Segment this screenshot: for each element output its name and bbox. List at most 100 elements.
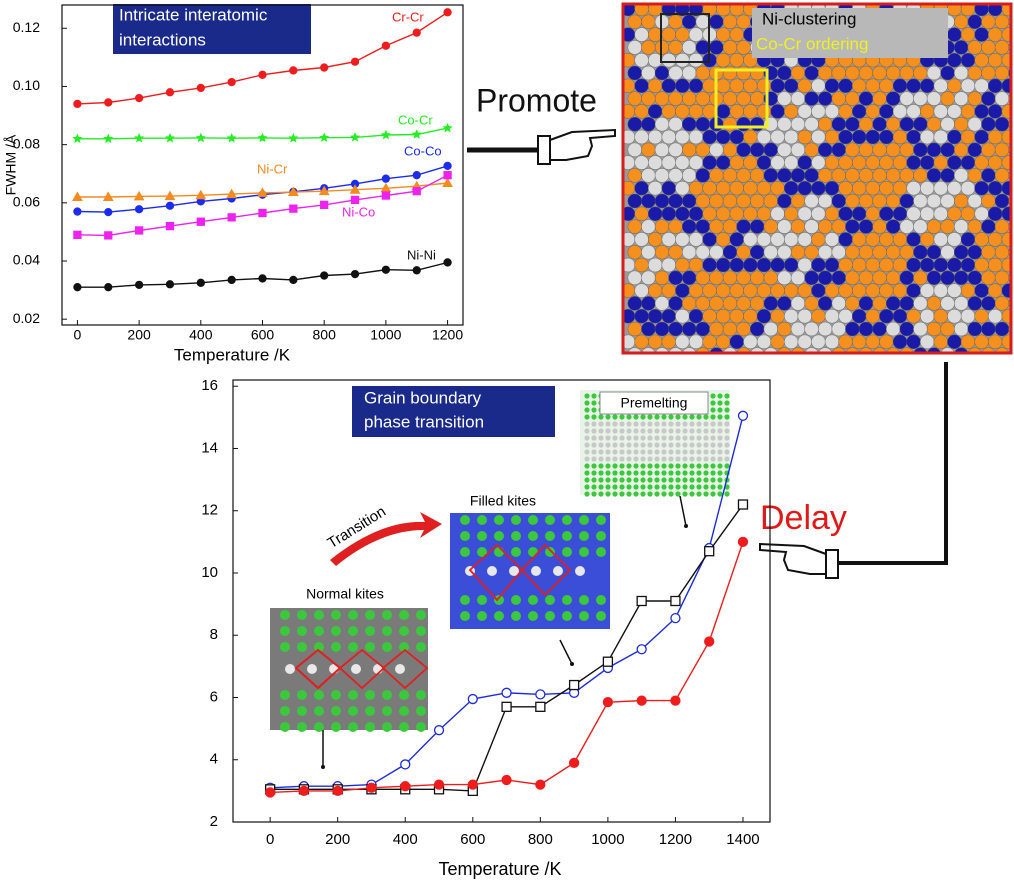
inset-atom <box>647 456 653 462</box>
inset-atom <box>682 449 688 455</box>
atom <box>920 283 935 298</box>
atom <box>661 232 676 247</box>
atom <box>675 78 690 94</box>
atom <box>695 219 710 234</box>
atom <box>716 232 731 247</box>
inset-atom <box>710 470 716 476</box>
atom <box>722 65 738 81</box>
atom <box>770 104 785 119</box>
atom <box>838 129 853 145</box>
inset-atom <box>331 690 341 700</box>
marker <box>636 595 647 607</box>
marker <box>443 8 452 17</box>
inset-atom <box>314 722 324 732</box>
marker <box>102 191 114 201</box>
atom <box>756 283 772 298</box>
inset-atom <box>584 491 590 497</box>
atom <box>756 180 772 196</box>
inset-atom <box>710 393 716 399</box>
atom <box>804 244 819 260</box>
inset-atom <box>598 435 604 441</box>
atom <box>668 65 683 81</box>
marker <box>165 221 175 231</box>
atom <box>981 321 996 337</box>
marker <box>467 693 478 705</box>
atom <box>886 168 901 183</box>
atom <box>865 309 880 324</box>
atom <box>899 270 914 285</box>
pointer-head <box>570 662 574 666</box>
annotation: interactions <box>119 30 206 49</box>
atom <box>872 296 887 311</box>
inset-atom <box>724 400 730 406</box>
marker <box>535 701 546 712</box>
inset-atom <box>647 470 653 476</box>
inset-atom <box>724 463 730 469</box>
atom <box>838 232 853 247</box>
x-tick-label: 200 <box>325 831 350 848</box>
inset-atom <box>584 393 590 399</box>
atom <box>906 129 921 145</box>
atom <box>913 91 928 106</box>
atom <box>729 155 744 170</box>
inset-atom <box>399 610 409 620</box>
atom <box>981 244 996 260</box>
atom <box>926 65 942 81</box>
atom <box>988 129 1003 145</box>
atom <box>879 257 894 273</box>
atom <box>994 244 1010 260</box>
atom <box>1001 257 1010 273</box>
atom <box>892 309 908 324</box>
atom <box>729 27 744 42</box>
inset-atom <box>579 547 589 557</box>
atom <box>722 142 738 158</box>
transition-arrow <box>330 512 442 566</box>
atom <box>926 91 942 106</box>
atom <box>906 78 921 94</box>
inset-label: Normal kites <box>306 586 384 602</box>
inset-atom <box>675 421 681 427</box>
atom <box>634 53 649 68</box>
atom <box>797 155 812 170</box>
atom <box>1001 232 1010 247</box>
inset-atom <box>633 477 639 483</box>
atom <box>634 206 649 222</box>
inset-atom <box>280 690 290 700</box>
atom <box>777 168 792 183</box>
atom <box>838 155 853 170</box>
inset-atom <box>416 690 426 700</box>
atom <box>675 206 690 222</box>
inset-atom <box>619 470 625 476</box>
inset-atom <box>633 449 639 455</box>
atom <box>954 65 969 81</box>
inset-atom <box>314 610 324 620</box>
atom <box>790 91 806 106</box>
inset-atom <box>675 435 681 441</box>
atom <box>933 309 948 324</box>
atom <box>818 65 833 81</box>
atom <box>797 180 812 196</box>
atom <box>886 65 901 81</box>
atom <box>682 193 697 209</box>
atom <box>981 296 996 311</box>
atom <box>988 257 1003 273</box>
atom <box>675 27 690 42</box>
atom <box>743 334 758 349</box>
atom <box>940 347 955 352</box>
atom <box>879 206 894 222</box>
atom <box>852 334 867 349</box>
atom <box>695 116 710 132</box>
atom <box>695 40 710 55</box>
inset-atom <box>717 470 723 476</box>
inset-atom <box>331 722 341 732</box>
inset-atom <box>668 477 674 483</box>
atom <box>709 142 724 158</box>
atom <box>804 219 819 234</box>
inset-atom <box>584 463 590 469</box>
atom <box>641 116 656 132</box>
inset-atom <box>399 642 409 652</box>
atom <box>784 78 799 94</box>
inset-atom <box>605 442 611 448</box>
atom <box>763 296 778 311</box>
atom <box>872 219 887 234</box>
